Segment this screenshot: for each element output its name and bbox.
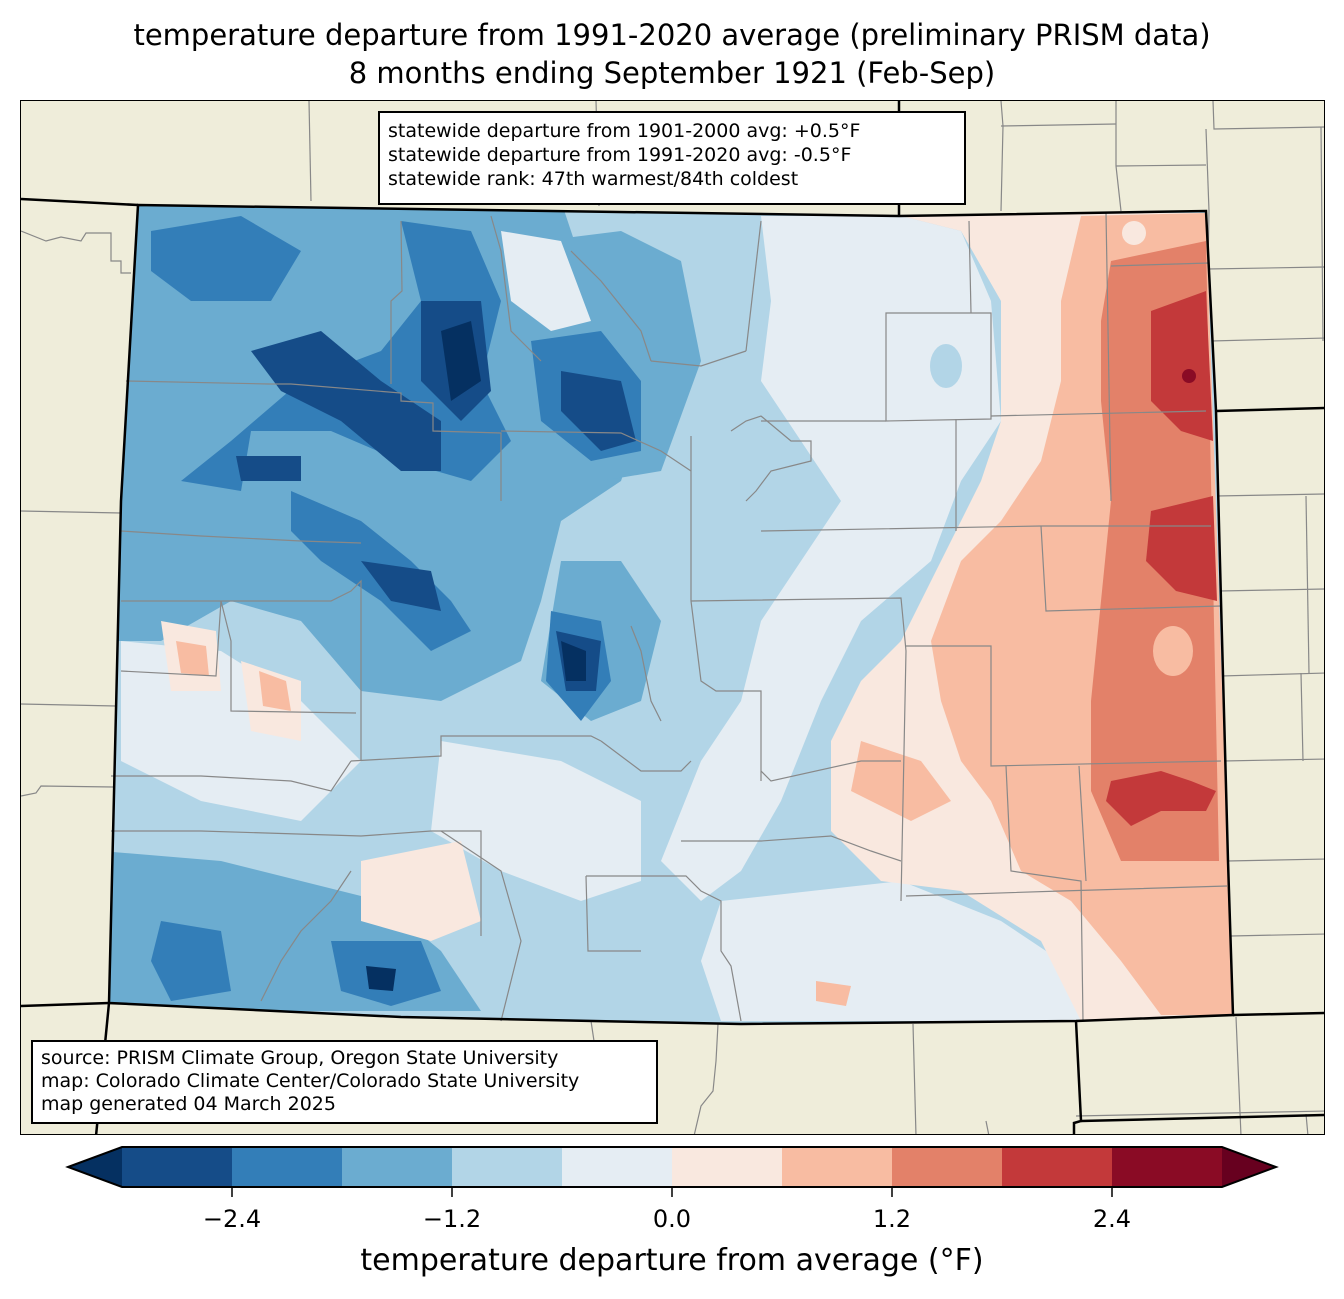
colorbar-under-extension: [68, 1147, 122, 1187]
contour-level--3.0: [366, 966, 396, 991]
colorbar-tick-label: 2.4: [1092, 1205, 1132, 1233]
oklahoma-texas-border: [1080, 1113, 1324, 1123]
credit-generated-date: map generated 04 March 2025: [41, 1093, 336, 1115]
credits-box: source: PRISM Climate Group, Oregon Stat…: [31, 1040, 658, 1124]
contour-level-1.2: [816, 981, 851, 1006]
neighbor-county-borders: [21, 101, 1324, 1134]
contour-level--0.6: [930, 344, 962, 388]
contour-level-0.0: [501, 231, 591, 331]
contour-level-0.6: [361, 841, 481, 941]
colorbar-outline: [65, 1146, 1279, 1188]
colorbar-segment: [342, 1147, 453, 1187]
contour-level--2.4: [561, 371, 636, 451]
contour-level--1.8: [151, 216, 301, 301]
colorbar-segment: [672, 1147, 783, 1187]
colorbar-segment: [782, 1147, 893, 1187]
stats-line-departure-1901-2000: statewide departure from 1901-2000 avg: …: [388, 120, 861, 142]
map-panel: [20, 100, 1325, 1135]
contour-level-2.4: [1146, 496, 1217, 601]
county-borders: [111, 212, 1228, 1022]
colorbar-tick-label: 0.0: [652, 1205, 692, 1233]
colorbar-segment: [452, 1147, 563, 1187]
colorbar-tick-label: 1.2: [872, 1205, 912, 1233]
map-subtitle: 8 months ending September 1921 (Feb-Sep): [348, 56, 996, 90]
colorbar-segment: [122, 1147, 233, 1187]
contour-level-2.4: [1106, 771, 1216, 826]
new-mexico-oklahoma-border: [1072, 1020, 1083, 1134]
credit-map-author: map: Colorado Climate Center/Colorado St…: [41, 1070, 580, 1092]
utah-wyoming-border: [21, 197, 139, 207]
contour-level-1.2: [1153, 626, 1193, 676]
contour-level-1.2: [176, 641, 209, 676]
colorbar-tick-label: −1.2: [422, 1205, 482, 1233]
contour-level--2.4: [251, 331, 441, 471]
contour-level-3.0: [1182, 369, 1196, 383]
stats-line-rank: statewide rank: 47th warmest/84th coldes…: [388, 168, 799, 190]
nebraska-kansas-border: [1215, 406, 1324, 413]
temperature-contours: [109, 205, 1233, 1024]
contour-level-0.0: [701, 881, 1081, 1021]
colorbar-segment: [562, 1147, 673, 1187]
arizona-new-mexico-line: [21, 1001, 110, 1008]
colorado-map: [21, 101, 1324, 1134]
contour-level-0.0: [431, 741, 641, 901]
contour-level--1.2: [109, 205, 641, 701]
colorbar-over-extension: [1222, 1147, 1276, 1187]
contour-level--1.8: [151, 921, 231, 1001]
kansas-oklahoma-border: [1232, 1011, 1324, 1017]
colorbar-label: temperature departure from average (°F): [360, 1243, 984, 1278]
colorbar-segment: [892, 1147, 1003, 1187]
colorbar-segment: [1002, 1147, 1113, 1187]
contour-level--2.4: [236, 456, 301, 481]
credit-source: source: PRISM Climate Group, Oregon Stat…: [41, 1047, 559, 1069]
colorbar: [65, 1146, 1279, 1197]
stats-line-departure-1991-2020: statewide departure from 1991-2020 avg: …: [388, 144, 852, 166]
colorbar-segment: [232, 1147, 343, 1187]
colorbar-tick-label: −2.4: [202, 1205, 262, 1233]
contour-level-0.6: [1122, 221, 1146, 245]
contour-level-0.0: [661, 216, 1001, 901]
statewide-stats-box: statewide departure from 1901-2000 avg: …: [378, 111, 966, 205]
map-title: temperature departure from 1991-2020 ave…: [133, 18, 1211, 52]
contour-level--3.0: [441, 321, 481, 401]
contour-level-1.2: [259, 671, 291, 711]
colorbar-segment: [1112, 1147, 1223, 1187]
contour-level--2.4: [361, 561, 441, 611]
contour-level--3.0: [561, 641, 586, 681]
contour-level-2.4: [1151, 291, 1213, 441]
